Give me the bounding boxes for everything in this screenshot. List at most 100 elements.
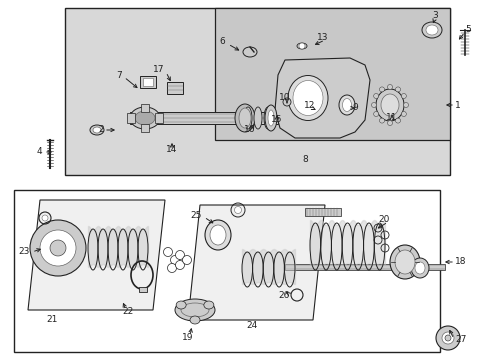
Ellipse shape — [204, 220, 230, 250]
Bar — [155, 113, 163, 123]
Circle shape — [373, 94, 378, 99]
Ellipse shape — [267, 110, 273, 126]
Circle shape — [379, 118, 384, 123]
Circle shape — [170, 256, 179, 265]
Text: 21: 21 — [46, 315, 58, 324]
Circle shape — [395, 118, 400, 123]
Ellipse shape — [338, 95, 354, 115]
Text: 8: 8 — [302, 156, 307, 165]
Bar — [285, 264, 444, 270]
Ellipse shape — [264, 107, 271, 129]
Text: 7: 7 — [116, 71, 122, 80]
Text: 22: 22 — [122, 307, 133, 316]
Text: 20: 20 — [378, 216, 389, 225]
Text: 26: 26 — [278, 291, 289, 300]
Text: 24: 24 — [246, 320, 257, 329]
Bar — [305, 208, 340, 216]
Ellipse shape — [175, 299, 215, 321]
Bar — [140, 76, 156, 88]
Ellipse shape — [264, 105, 276, 131]
Circle shape — [234, 207, 241, 213]
Polygon shape — [28, 200, 164, 310]
Ellipse shape — [181, 303, 208, 317]
Text: 4: 4 — [36, 148, 42, 157]
Ellipse shape — [203, 301, 213, 309]
Circle shape — [175, 261, 184, 270]
Text: 13: 13 — [316, 33, 327, 42]
Bar — [139, 287, 147, 292]
Ellipse shape — [296, 43, 306, 49]
Text: 16: 16 — [244, 126, 255, 135]
Text: 18: 18 — [454, 257, 466, 266]
Text: 23: 23 — [19, 248, 30, 256]
Ellipse shape — [176, 301, 186, 309]
Ellipse shape — [190, 316, 200, 324]
Bar — [65, 8, 449, 175]
Text: 11: 11 — [386, 113, 397, 122]
Ellipse shape — [90, 125, 104, 135]
Bar — [141, 124, 149, 132]
Text: 12: 12 — [304, 102, 315, 111]
Circle shape — [40, 230, 76, 266]
Circle shape — [441, 332, 453, 344]
Text: 19: 19 — [182, 333, 193, 342]
Circle shape — [175, 251, 184, 260]
Ellipse shape — [421, 22, 441, 38]
Bar — [142, 78, 153, 86]
Ellipse shape — [292, 81, 323, 116]
Ellipse shape — [135, 111, 155, 125]
Circle shape — [386, 121, 392, 126]
Circle shape — [403, 103, 407, 108]
Circle shape — [283, 98, 290, 106]
Text: 5: 5 — [464, 26, 470, 35]
Ellipse shape — [394, 250, 414, 274]
Bar — [167, 82, 183, 94]
Ellipse shape — [239, 108, 250, 128]
Text: 27: 27 — [454, 336, 466, 345]
Ellipse shape — [209, 225, 225, 245]
Text: 9: 9 — [351, 104, 357, 112]
Ellipse shape — [342, 99, 351, 112]
Text: 10: 10 — [279, 94, 290, 103]
Ellipse shape — [425, 25, 437, 35]
Ellipse shape — [375, 89, 403, 121]
Circle shape — [401, 94, 406, 99]
Polygon shape — [187, 205, 325, 320]
Bar — [141, 104, 149, 112]
Circle shape — [371, 103, 376, 108]
Circle shape — [50, 240, 66, 256]
Text: 6: 6 — [219, 37, 224, 46]
Circle shape — [373, 112, 378, 117]
Circle shape — [444, 335, 450, 341]
Ellipse shape — [380, 94, 398, 116]
Polygon shape — [274, 58, 369, 138]
Bar — [215, 8, 449, 140]
Circle shape — [167, 264, 176, 273]
Ellipse shape — [93, 127, 101, 133]
Text: 15: 15 — [271, 116, 282, 125]
Text: 2: 2 — [98, 126, 104, 135]
Circle shape — [395, 87, 400, 92]
Circle shape — [42, 215, 48, 221]
Bar — [14, 190, 439, 352]
Circle shape — [182, 256, 191, 265]
Circle shape — [379, 87, 384, 92]
Text: 14: 14 — [166, 145, 177, 154]
Ellipse shape — [287, 76, 327, 121]
Ellipse shape — [253, 107, 262, 129]
Ellipse shape — [243, 47, 257, 57]
Text: 17: 17 — [152, 66, 163, 75]
Text: 25: 25 — [190, 211, 202, 220]
Ellipse shape — [130, 107, 160, 129]
Circle shape — [435, 326, 459, 350]
Text: 1: 1 — [454, 100, 460, 109]
Ellipse shape — [244, 107, 251, 129]
Circle shape — [30, 220, 86, 276]
Ellipse shape — [235, 104, 254, 132]
Bar — [130, 112, 278, 124]
Bar — [127, 113, 135, 123]
Ellipse shape — [414, 262, 424, 274]
Circle shape — [386, 85, 392, 90]
Circle shape — [163, 248, 172, 256]
Text: 3: 3 — [431, 12, 437, 21]
